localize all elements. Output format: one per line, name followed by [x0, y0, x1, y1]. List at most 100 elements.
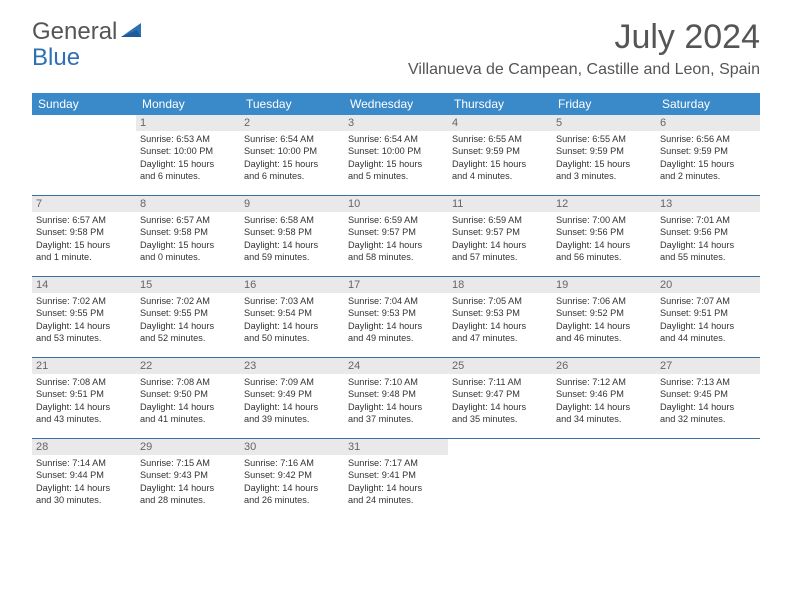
day-number: 30	[240, 439, 344, 455]
day-info: Sunrise: 7:08 AMSunset: 9:50 PMDaylight:…	[140, 376, 236, 426]
day-info-line: Sunset: 9:46 PM	[556, 388, 652, 400]
day-info-line: and 26 minutes.	[244, 494, 340, 506]
day-info-line: Sunset: 10:00 PM	[348, 145, 444, 157]
day-info: Sunrise: 6:57 AMSunset: 9:58 PMDaylight:…	[140, 214, 236, 264]
day-cell: 4Sunrise: 6:55 AMSunset: 9:59 PMDaylight…	[448, 115, 552, 195]
day-number: 18	[448, 277, 552, 293]
day-info: Sunrise: 7:12 AMSunset: 9:46 PMDaylight:…	[556, 376, 652, 426]
day-info-line: Daylight: 14 hours	[452, 239, 548, 251]
day-info-line: Sunrise: 7:05 AM	[452, 295, 548, 307]
day-info-line: and 24 minutes.	[348, 494, 444, 506]
day-info: Sunrise: 7:05 AMSunset: 9:53 PMDaylight:…	[452, 295, 548, 345]
day-info-line: Sunset: 9:59 PM	[452, 145, 548, 157]
day-number: 29	[136, 439, 240, 455]
day-info-line: and 6 minutes.	[140, 170, 236, 182]
day-info-line: Sunset: 9:42 PM	[244, 469, 340, 481]
day-cell: 27Sunrise: 7:13 AMSunset: 9:45 PMDayligh…	[656, 358, 760, 438]
day-cell: 17 Sunrise: 7:04 AMSunset: 9:53 PMDayligh…	[344, 277, 448, 357]
day-cell: 3Sunrise: 6:54 AMSunset: 10:00 PMDayligh…	[344, 115, 448, 195]
day-info-line: and 52 minutes.	[140, 332, 236, 344]
day-info-line: Daylight: 14 hours	[140, 482, 236, 494]
day-info-line: and 37 minutes.	[348, 413, 444, 425]
day-info-line: and 47 minutes.	[452, 332, 548, 344]
day-info-line: and 59 minutes.	[244, 251, 340, 263]
day-info-line: Daylight: 14 hours	[244, 401, 340, 413]
day-cell: 28Sunrise: 7:14 AMSunset: 9:44 PMDayligh…	[32, 439, 136, 519]
day-info-line: Sunset: 9:49 PM	[244, 388, 340, 400]
day-info-line: Daylight: 15 hours	[660, 158, 756, 170]
day-info: Sunrise: 7:13 AMSunset: 9:45 PMDaylight:…	[660, 376, 756, 426]
day-info-line: Sunrise: 7:01 AM	[660, 214, 756, 226]
day-info: Sunrise: 6:57 AMSunset: 9:58 PMDaylight:…	[36, 214, 132, 264]
day-info: Sunrise: 7:10 AMSunset: 9:48 PMDaylight:…	[348, 376, 444, 426]
day-info-line: Daylight: 14 hours	[36, 320, 132, 332]
day-info-line: Daylight: 14 hours	[348, 482, 444, 494]
day-info-line: Sunrise: 6:59 AM	[452, 214, 548, 226]
day-number: 22	[136, 358, 240, 374]
day-cell: 9Sunrise: 6:58 AMSunset: 9:58 PMDaylight…	[240, 196, 344, 276]
day-number: 20	[656, 277, 760, 293]
day-info: Sunrise: 6:54 AMSunset: 10:00 PMDaylight…	[244, 133, 340, 183]
day-info-line: Sunset: 9:57 PM	[452, 226, 548, 238]
day-number: 5	[552, 115, 656, 131]
day-number: 12	[552, 196, 656, 212]
day-info-line: Sunrise: 6:56 AM	[660, 133, 756, 145]
day-info: Sunrise: 7:04 AMSunset: 9:53 PMDaylight:…	[348, 295, 444, 345]
day-info-line: Sunrise: 7:10 AM	[348, 376, 444, 388]
day-info-line: and 50 minutes.	[244, 332, 340, 344]
day-cell: 16Sunrise: 7:03 AMSunset: 9:54 PMDayligh…	[240, 277, 344, 357]
day-info-line: Daylight: 14 hours	[556, 401, 652, 413]
day-info-line: Sunrise: 6:54 AM	[348, 133, 444, 145]
day-number: 13	[656, 196, 760, 212]
day-info-line: Sunrise: 6:57 AM	[140, 214, 236, 226]
day-info-line: Daylight: 15 hours	[348, 158, 444, 170]
day-info-line: Sunset: 9:54 PM	[244, 307, 340, 319]
day-cell: 22 Sunrise: 7:08 AMSunset: 9:50 PMDayligh…	[136, 358, 240, 438]
dayheader-cell: Friday	[552, 93, 656, 115]
day-info-line: Sunset: 9:58 PM	[244, 226, 340, 238]
logo-text-blue: Blue	[32, 44, 80, 71]
day-cell: 29Sunrise: 7:15 AMSunset: 9:43 PMDayligh…	[136, 439, 240, 519]
day-cell	[448, 439, 552, 519]
day-info-line: Daylight: 15 hours	[36, 239, 132, 251]
day-info-line: and 58 minutes.	[348, 251, 444, 263]
day-info: Sunrise: 7:09 AMSunset: 9:49 PMDaylight:…	[244, 376, 340, 426]
day-info-line: Daylight: 14 hours	[660, 401, 756, 413]
dayheader-cell: Sunday	[32, 93, 136, 115]
day-info-line: Daylight: 14 hours	[36, 482, 132, 494]
day-number: 8	[136, 196, 240, 212]
day-info-line: Sunrise: 7:02 AM	[36, 295, 132, 307]
day-info-line: and 6 minutes.	[244, 170, 340, 182]
day-info-line: Daylight: 14 hours	[452, 401, 548, 413]
day-cell: 23Sunrise: 7:09 AMSunset: 9:49 PMDayligh…	[240, 358, 344, 438]
day-info: Sunrise: 6:54 AMSunset: 10:00 PMDaylight…	[348, 133, 444, 183]
day-info-line: Sunset: 9:59 PM	[660, 145, 756, 157]
day-info-line: Daylight: 14 hours	[556, 239, 652, 251]
day-info-line: Sunset: 9:52 PM	[556, 307, 652, 319]
day-cell: 13Sunrise: 7:01 AMSunset: 9:56 PMDayligh…	[656, 196, 760, 276]
day-info-line: and 44 minutes.	[660, 332, 756, 344]
day-info: Sunrise: 6:53 AMSunset: 10:00 PMDaylight…	[140, 133, 236, 183]
header: General July 2024 Villanueva de Campean,…	[0, 0, 792, 83]
day-info-line: Sunrise: 6:57 AM	[36, 214, 132, 226]
day-info-line: Sunrise: 6:55 AM	[452, 133, 548, 145]
day-info-line: Daylight: 14 hours	[140, 401, 236, 413]
day-number: 2	[240, 115, 344, 131]
day-number: 9	[240, 196, 344, 212]
day-info-line: Sunset: 9:44 PM	[36, 469, 132, 481]
day-info-line: Daylight: 14 hours	[348, 320, 444, 332]
day-info-line: Sunset: 9:57 PM	[348, 226, 444, 238]
title-block: July 2024 Villanueva de Campean, Castill…	[408, 18, 760, 79]
day-info: Sunrise: 6:59 AMSunset: 9:57 PMDaylight:…	[452, 214, 548, 264]
day-info: Sunrise: 7:07 AMSunset: 9:51 PMDaylight:…	[660, 295, 756, 345]
day-number: 16	[240, 277, 344, 293]
day-info-line: and 56 minutes.	[556, 251, 652, 263]
day-info-line: Daylight: 14 hours	[244, 239, 340, 251]
day-info-line: Daylight: 15 hours	[556, 158, 652, 170]
day-number: 17	[344, 277, 448, 293]
day-cell: 11Sunrise: 6:59 AMSunset: 9:57 PMDayligh…	[448, 196, 552, 276]
day-info: Sunrise: 7:02 AMSunset: 9:55 PMDaylight:…	[140, 295, 236, 345]
day-info-line: Sunrise: 7:09 AM	[244, 376, 340, 388]
day-info-line: Sunset: 9:59 PM	[556, 145, 652, 157]
day-info-line: Sunset: 9:50 PM	[140, 388, 236, 400]
